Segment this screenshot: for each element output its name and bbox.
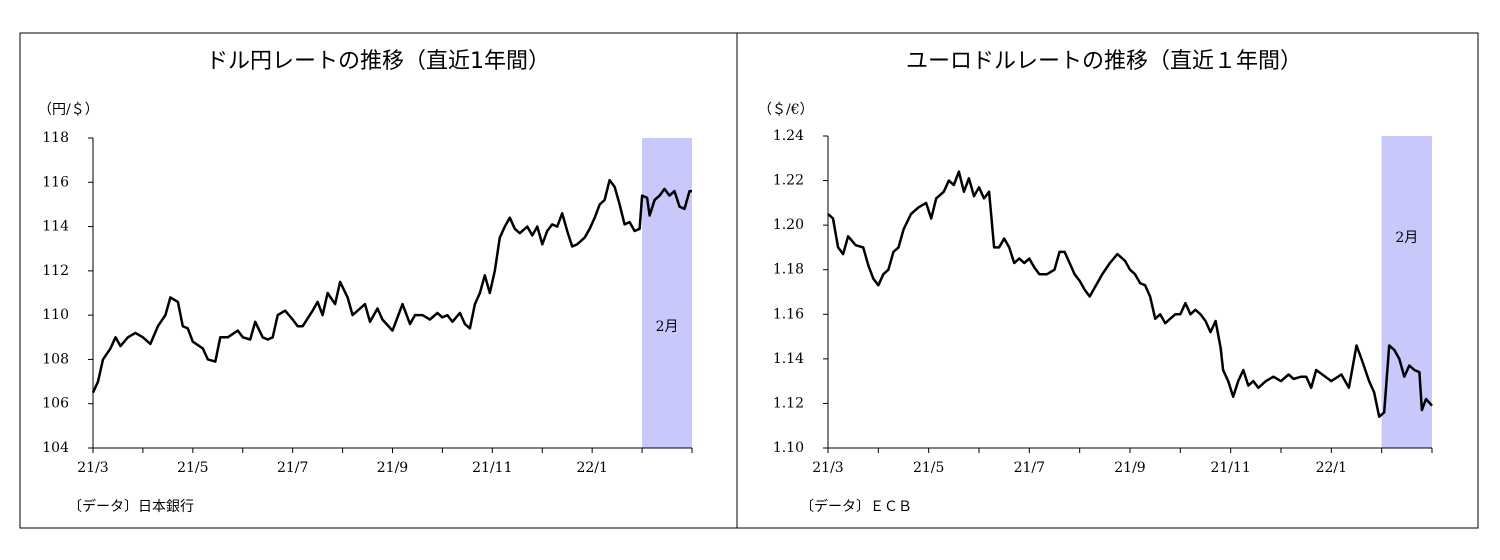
x-tick-label: 22/1 (1316, 460, 1347, 476)
y-tick-label: 118 (42, 130, 69, 146)
x-tick-label: 21/3 (812, 460, 843, 476)
source-note: 〔データ〕ＥＣＢ (800, 498, 912, 515)
chart-title: ドル円レートの推移（直近1年間） (206, 49, 550, 74)
source-note: 〔データ〕日本銀行 (68, 498, 194, 515)
x-tick-label: 21/3 (77, 460, 108, 476)
y-tick-label: 1.14 (773, 351, 804, 367)
y-tick-label: 106 (42, 396, 69, 412)
y-tick-label: 1.16 (773, 306, 804, 322)
line-series (827, 170, 1433, 419)
x-tick-label: 21/11 (1210, 460, 1250, 476)
y-tick-label: 116 (42, 174, 69, 190)
y-axis-label: （＄/€） (758, 102, 814, 118)
y-tick-label: 110 (42, 307, 69, 323)
y-tick-label: 1.22 (773, 173, 804, 189)
highlight-band (642, 138, 692, 448)
y-tick-label: 1.18 (773, 262, 804, 278)
line-series (91, 178, 692, 394)
highlight-label: 2月 (656, 319, 679, 335)
y-tick-label: 1.10 (773, 440, 804, 456)
x-tick-label: 22/1 (576, 460, 607, 476)
y-tick-label: 112 (42, 263, 69, 279)
y-tick-label: 114 (42, 219, 69, 235)
panel-border (19, 32, 738, 529)
y-tick-label: 104 (42, 440, 69, 456)
y-tick-label: 1.20 (773, 217, 804, 233)
y-tick-label: 108 (42, 351, 69, 367)
x-tick-label: 21/9 (1114, 460, 1145, 476)
x-tick-label: 21/7 (277, 460, 308, 476)
x-tick-label: 21/5 (177, 460, 208, 476)
panel-border (736, 32, 1479, 529)
highlight-band (1381, 136, 1432, 448)
x-tick-label: 21/5 (913, 460, 944, 476)
x-tick-label: 21/7 (1014, 460, 1045, 476)
y-tick-label: 1.12 (773, 395, 804, 411)
chart-title: ユーロドルレートの推移（直近１年間） (906, 49, 1302, 74)
highlight-label: 2月 (1395, 230, 1418, 246)
x-tick-label: 21/9 (377, 460, 408, 476)
x-tick-label: 21/11 (472, 460, 512, 476)
y-axis-label: （円/＄） (38, 102, 99, 118)
y-tick-label: 1.24 (773, 128, 804, 144)
